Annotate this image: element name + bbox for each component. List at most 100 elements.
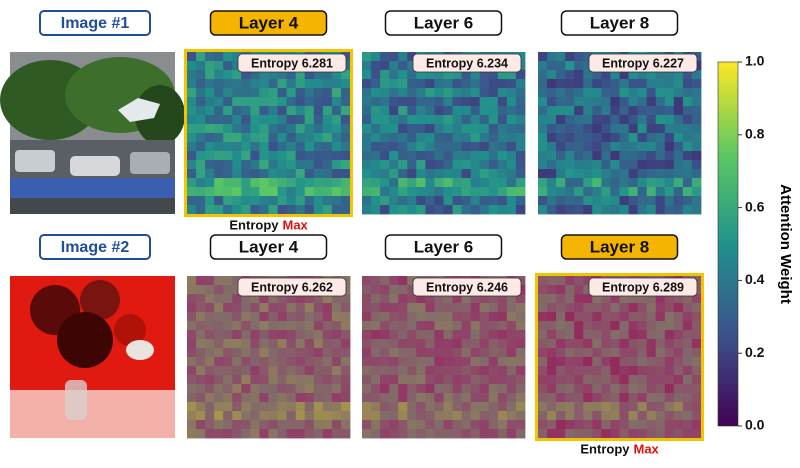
heatmap-cell	[488, 124, 499, 134]
heatmap-cell	[497, 384, 508, 394]
heatmap-cell	[592, 411, 602, 421]
heatmap-cell	[425, 321, 435, 331]
heatmap-cell	[389, 151, 399, 161]
heatmap-cell	[371, 124, 381, 134]
heatmap-cell	[443, 294, 453, 304]
heatmap-cell	[389, 411, 399, 421]
heatmap-cell	[223, 276, 233, 286]
heatmap-cell	[286, 348, 297, 358]
heatmap-cell	[304, 88, 315, 98]
heatmap-cell	[601, 312, 611, 322]
heatmap-cell	[682, 366, 693, 376]
heatmap-cell	[506, 142, 517, 152]
heatmap-cell	[362, 169, 372, 179]
heatmap-cell	[268, 187, 278, 197]
heatmap-cell	[407, 393, 417, 403]
heatmap-cell	[556, 294, 566, 304]
heatmap-cell	[488, 384, 499, 394]
heatmap-cell	[434, 115, 444, 125]
heatmap-cell	[223, 357, 233, 367]
heatmap-cell	[416, 79, 426, 89]
heatmap-cell	[250, 133, 260, 143]
heatmap-cell	[664, 142, 675, 152]
heatmap-cell	[691, 160, 702, 170]
heatmap-cell	[313, 151, 324, 161]
heatmap-cell	[506, 384, 517, 394]
heatmap-cell	[583, 339, 593, 349]
heatmap-cell	[380, 321, 390, 331]
heatmap-cell	[371, 357, 381, 367]
heatmap-cell	[187, 357, 197, 367]
heatmap-cell	[304, 303, 315, 313]
heatmap-cell	[637, 339, 648, 349]
heatmap-cell	[682, 205, 693, 215]
heatmap-cell	[205, 70, 215, 80]
heatmap-cell	[304, 70, 315, 80]
heatmap-cell	[241, 312, 251, 322]
heatmap-cell	[286, 79, 297, 89]
heatmap-cell	[682, 339, 693, 349]
heatmap-cell	[610, 375, 620, 385]
heatmap-cell	[691, 187, 702, 197]
heatmap-cell	[196, 169, 206, 179]
heatmap-cell	[619, 142, 629, 152]
heatmap-cell	[259, 429, 269, 439]
heatmap-cell	[682, 169, 693, 179]
heatmap-cell	[362, 124, 372, 134]
heatmap-cell	[196, 393, 206, 403]
heatmap-cell	[610, 151, 620, 161]
heatmap-cell	[187, 330, 197, 340]
heatmap-cell	[304, 115, 315, 125]
heatmap-cell	[223, 142, 233, 152]
heatmap-cell	[322, 429, 333, 439]
heatmap-cell	[610, 70, 620, 80]
heatmap-cell	[452, 79, 463, 89]
heatmap-cell	[565, 61, 575, 71]
heatmap-cell	[416, 303, 426, 313]
heatmap-cell	[241, 160, 251, 170]
heatmap-cell	[610, 142, 620, 152]
heatmap-cell	[416, 88, 426, 98]
heatmap-cell	[538, 312, 548, 322]
heatmap-cell	[398, 124, 408, 134]
heatmap-cell	[277, 312, 288, 322]
heatmap-cell	[286, 357, 297, 367]
heatmap-cell	[610, 321, 620, 331]
heatmap-cell	[479, 97, 490, 107]
heatmap-cell	[646, 97, 657, 107]
heatmap-cell	[664, 178, 675, 188]
heatmap-cell	[538, 375, 548, 385]
heatmap-cell	[488, 205, 499, 215]
heatmap-cell	[322, 303, 333, 313]
heatmap-cell	[628, 330, 639, 340]
heatmap-cell	[322, 79, 333, 89]
heatmap-cell	[461, 169, 472, 179]
heatmap-cell	[380, 169, 390, 179]
heatmap-cell	[425, 312, 435, 322]
heatmap-cell	[655, 348, 666, 358]
heatmap-cell	[637, 205, 648, 215]
heatmap-cell	[664, 88, 675, 98]
heatmap-cell	[601, 133, 611, 143]
heatmap-cell	[295, 187, 306, 197]
max-note-emphasis: Max	[634, 441, 660, 456]
heatmap-cell	[407, 339, 417, 349]
heatmap-cell	[295, 160, 306, 170]
heatmap-cell	[389, 88, 399, 98]
heatmap-cell	[664, 357, 675, 367]
heatmap-cell	[268, 178, 278, 188]
heatmap-cell	[259, 88, 269, 98]
heatmap-cell	[313, 402, 324, 412]
heatmap-cell	[682, 88, 693, 98]
heatmap-cell	[592, 124, 602, 134]
heatmap-cell	[196, 160, 206, 170]
heatmap-cell	[322, 357, 333, 367]
heatmap-cell	[655, 303, 666, 313]
heatmap-cell	[371, 339, 381, 349]
heatmap-cell	[304, 375, 315, 385]
heatmap-cell	[506, 187, 517, 197]
heatmap-cell	[259, 160, 269, 170]
heatmap-cell	[331, 133, 342, 143]
heatmap-cell	[646, 429, 657, 439]
heatmap-cell	[637, 312, 648, 322]
